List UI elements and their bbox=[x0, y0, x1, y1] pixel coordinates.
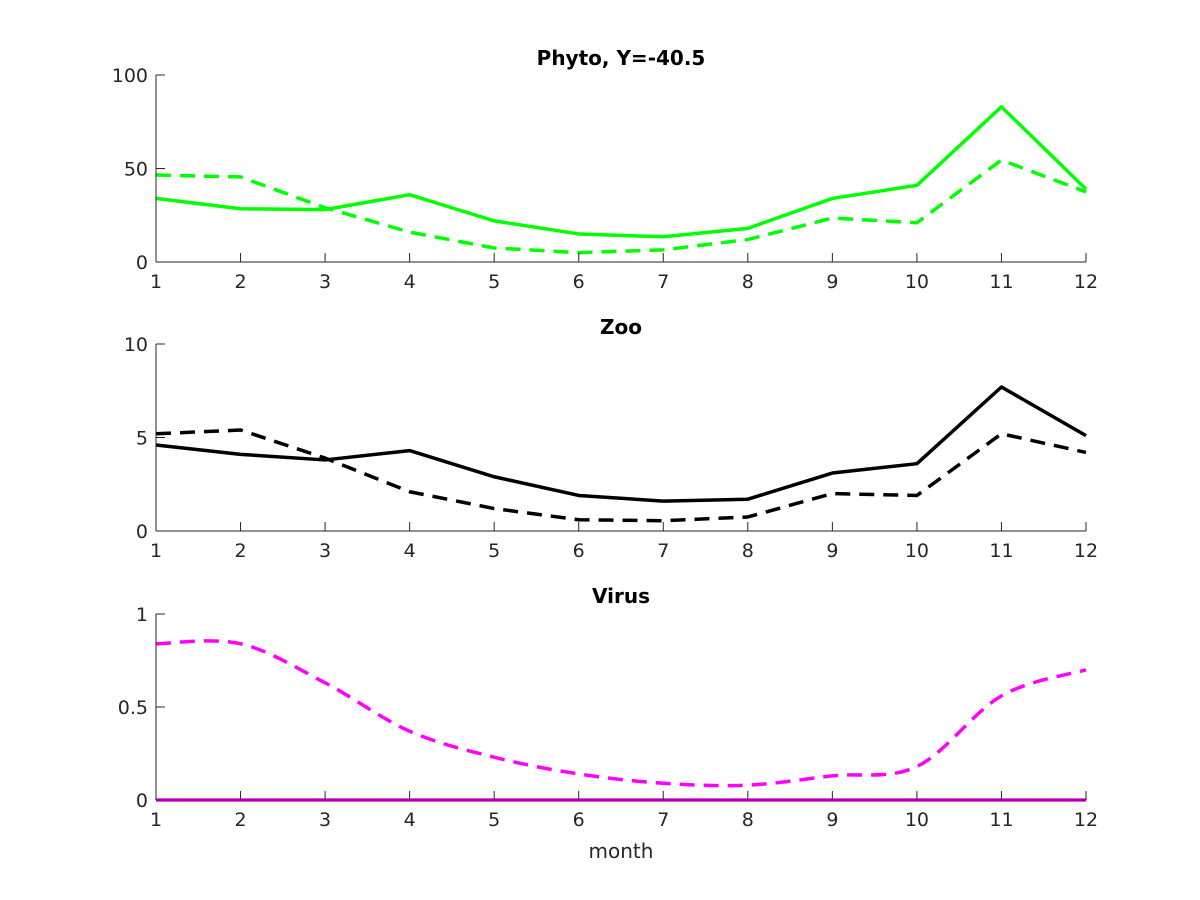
y-tick-label: 10 bbox=[124, 334, 148, 356]
x-tick-label: 12 bbox=[1074, 809, 1098, 831]
y-tick-label: 0.5 bbox=[118, 697, 148, 719]
y-tick-label: 0 bbox=[136, 252, 148, 274]
y-tick-label: 0 bbox=[136, 790, 148, 812]
y-tick-label: 100 bbox=[112, 65, 148, 87]
x-tick-label: 11 bbox=[989, 271, 1013, 293]
x-tick-label: 11 bbox=[989, 809, 1013, 831]
x-tick-label: 6 bbox=[573, 540, 585, 562]
y-tick-label: 5 bbox=[136, 428, 148, 450]
x-tick-label: 3 bbox=[319, 540, 331, 562]
x-tick-label: 12 bbox=[1074, 540, 1098, 562]
x-tick-label: 4 bbox=[404, 271, 416, 293]
x-tick-label: 10 bbox=[905, 809, 929, 831]
subplot-title: Phyto, Y=-40.5 bbox=[537, 46, 706, 70]
series-line-dashed bbox=[155, 158, 1087, 255]
x-tick-label: 10 bbox=[905, 271, 929, 293]
series-line-solid bbox=[155, 105, 1088, 239]
x-tick-label: 8 bbox=[742, 540, 754, 562]
x-tick-label: 1 bbox=[150, 271, 162, 293]
x-tick-label: 2 bbox=[234, 809, 246, 831]
x-tick-label: 3 bbox=[319, 809, 331, 831]
x-tick-label: 7 bbox=[657, 809, 669, 831]
x-tick-label: 12 bbox=[1074, 271, 1098, 293]
series-line-dashed bbox=[155, 428, 1087, 523]
subplot-title: Zoo bbox=[600, 315, 642, 339]
x-tick-label: 10 bbox=[905, 540, 929, 562]
x-tick-label: 4 bbox=[404, 540, 416, 562]
x-tick-label: 6 bbox=[573, 809, 585, 831]
x-tick-label: 5 bbox=[488, 271, 500, 293]
x-tick-label: 7 bbox=[657, 540, 669, 562]
x-tick-label: 11 bbox=[989, 540, 1013, 562]
x-tick-label: 5 bbox=[488, 540, 500, 562]
x-tick-label: 8 bbox=[742, 809, 754, 831]
y-tick-label: 0 bbox=[136, 521, 148, 543]
x-tick-label: 9 bbox=[826, 809, 838, 831]
x-tick-label: 6 bbox=[573, 271, 585, 293]
series-line-solid bbox=[155, 385, 1087, 503]
x-axis-label: month bbox=[589, 839, 654, 863]
x-tick-label: 7 bbox=[657, 271, 669, 293]
x-tick-label: 8 bbox=[742, 271, 754, 293]
x-tick-label: 4 bbox=[404, 809, 416, 831]
y-tick-label: 1 bbox=[136, 604, 148, 626]
x-tick-label: 1 bbox=[150, 540, 162, 562]
subplot-title: Virus bbox=[592, 584, 650, 608]
x-tick-label: 1 bbox=[150, 809, 162, 831]
y-tick-label: 50 bbox=[124, 159, 148, 181]
x-tick-label: 5 bbox=[488, 809, 500, 831]
series-line-dashed bbox=[155, 639, 1087, 788]
x-tick-label: 2 bbox=[234, 540, 246, 562]
x-tick-label: 2 bbox=[234, 271, 246, 293]
x-tick-label: 9 bbox=[826, 540, 838, 562]
x-tick-label: 3 bbox=[319, 271, 331, 293]
x-tick-label: 9 bbox=[826, 271, 838, 293]
